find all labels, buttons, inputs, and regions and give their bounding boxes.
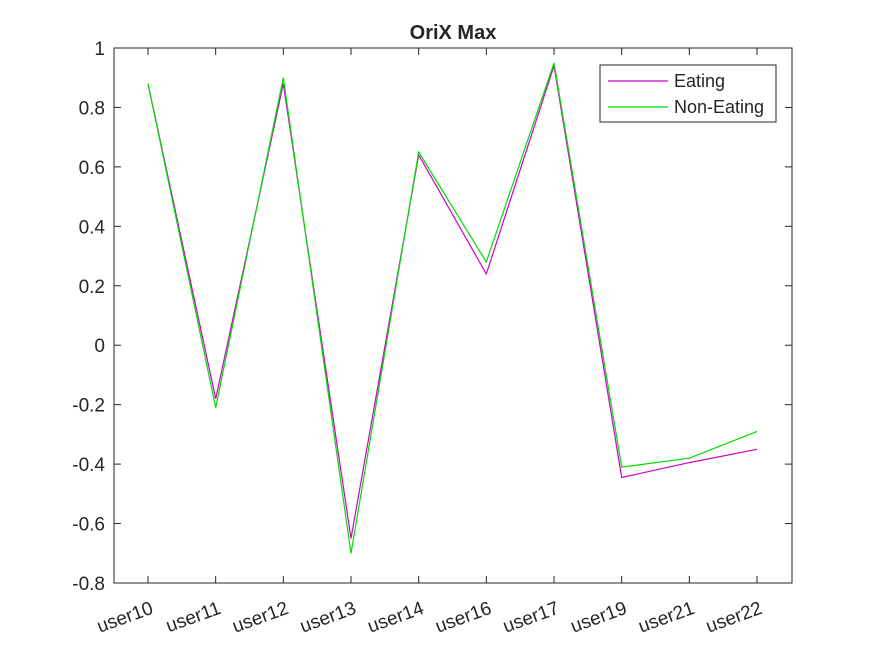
legend-label: Eating (674, 71, 725, 91)
legend-box (599, 64, 777, 123)
y-tick-label: 0.8 (79, 98, 105, 119)
legend-label: Non-Eating (674, 97, 764, 117)
y-tick-label: -0.8 (72, 574, 105, 595)
y-tick-label: 0.2 (79, 277, 105, 298)
plot-area-frame (113, 47, 793, 584)
chart-title: OriX Max (410, 22, 497, 44)
series-layer (147, 62, 758, 554)
y-axis: -0.8 -0.6 -0.4 -0.2 0 0.2 0.4 0.6 0.8 1 (72, 39, 792, 595)
y-tick-label: 1 (94, 39, 105, 60)
y-tick-label: 0 (94, 336, 105, 357)
y-tick-label: -0.4 (72, 455, 105, 476)
y-tick-label: -0.6 (72, 515, 105, 536)
series-line-non-eating (147, 62, 758, 554)
legend: Eating Non-Eating (599, 64, 777, 123)
y-tick-label: 0.6 (79, 158, 105, 179)
y-tick-label: -0.2 (72, 396, 105, 417)
y-tick-label: 0.4 (79, 217, 106, 238)
